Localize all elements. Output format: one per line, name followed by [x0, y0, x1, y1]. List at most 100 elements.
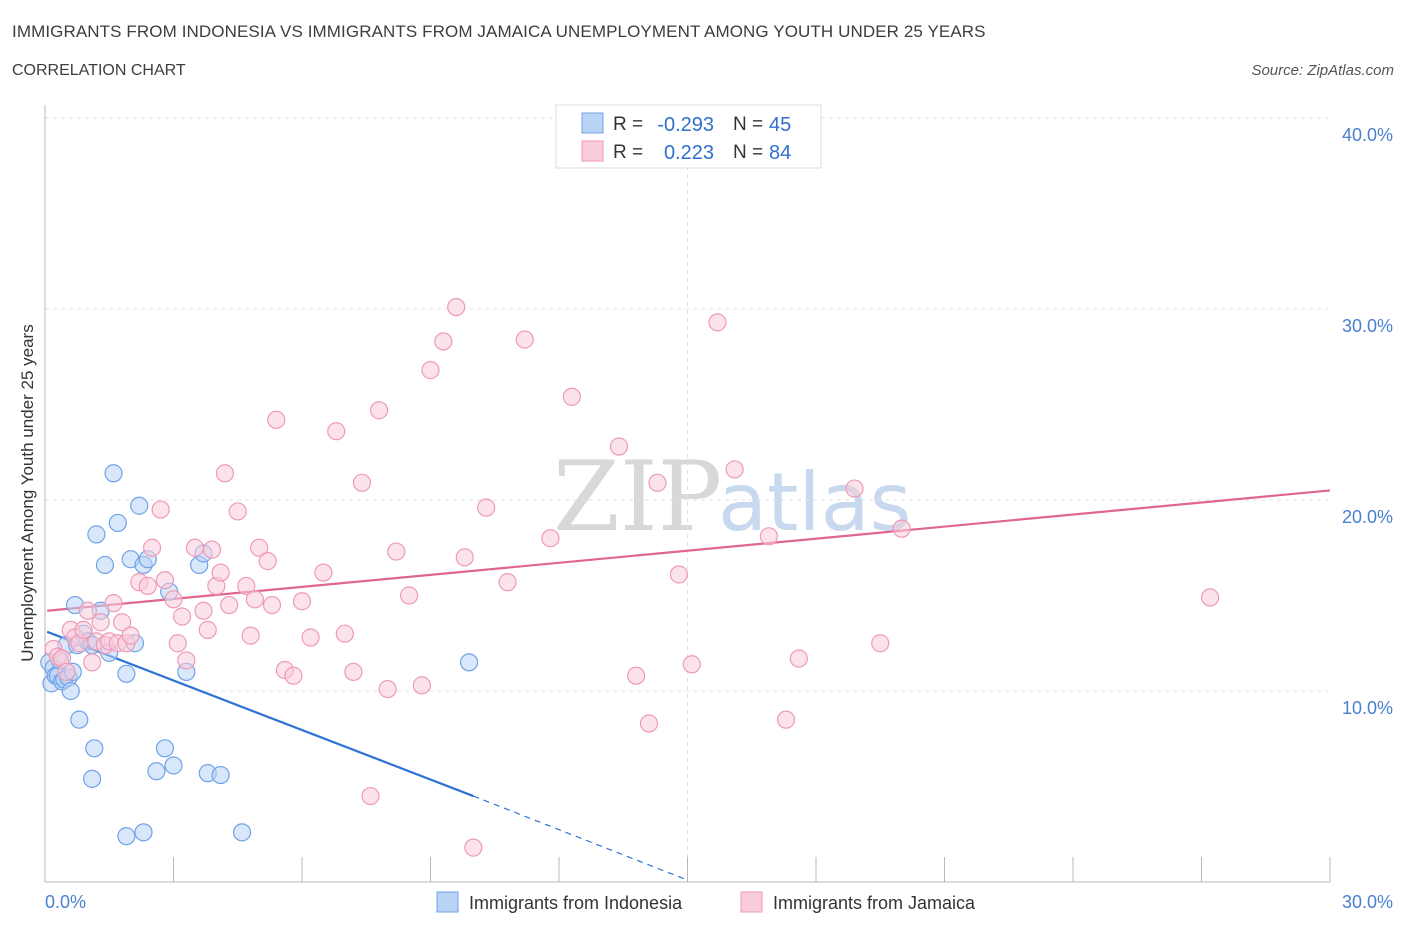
data-point — [168, 634, 187, 653]
data-point — [455, 548, 474, 567]
series-points-jamaica — [44, 297, 1220, 857]
data-point — [292, 592, 312, 611]
data-point — [61, 681, 80, 701]
data-point — [609, 437, 629, 456]
data-point — [515, 330, 534, 349]
legend-label-indonesia: Immigrants from Indonesia — [469, 893, 683, 913]
data-point — [267, 410, 286, 429]
data-point — [70, 710, 89, 729]
data-point — [185, 538, 205, 557]
data-point — [725, 460, 744, 479]
data-point — [314, 563, 333, 582]
data-point — [164, 756, 183, 775]
y-tick-label: 10.0% — [1342, 698, 1393, 718]
data-point — [91, 613, 110, 632]
data-point — [134, 823, 153, 842]
data-point — [541, 529, 560, 548]
data-point — [262, 595, 282, 615]
stats-n-label-indonesia: N = — [733, 114, 763, 135]
data-point — [1200, 588, 1220, 607]
x-tick-label-max: 30.0% — [1342, 892, 1393, 912]
series-points-indonesia — [40, 464, 479, 846]
data-point — [399, 586, 419, 605]
data-point — [172, 607, 192, 626]
data-point — [211, 765, 230, 785]
data-point — [447, 297, 466, 317]
data-point — [378, 679, 397, 699]
gridlines — [45, 117, 1330, 882]
trend-lines — [46, 489, 1331, 881]
data-point — [626, 666, 646, 685]
stats-box: R = -0.293 N = 45 R = 0.223 N = 84 — [555, 104, 822, 169]
data-point — [871, 634, 890, 653]
x-tick-label-min: 0.0% — [45, 892, 86, 912]
axes — [44, 105, 1331, 883]
data-point — [789, 649, 808, 668]
data-point — [352, 473, 372, 492]
data-point — [387, 542, 406, 561]
data-point — [83, 653, 102, 672]
data-point — [198, 620, 217, 639]
trend-line-indonesia — [46, 630, 474, 798]
data-point — [459, 653, 479, 672]
data-point — [112, 613, 132, 632]
data-point — [142, 538, 162, 557]
data-point — [155, 571, 175, 590]
data-point — [228, 502, 247, 521]
data-point — [682, 655, 701, 674]
data-point — [639, 714, 659, 733]
data-point — [284, 666, 303, 685]
stats-n-value-indonesia: 45 — [769, 114, 791, 136]
legend-label-jamaica: Immigrants from Jamaica — [773, 893, 976, 913]
data-point — [164, 590, 183, 609]
data-point — [241, 626, 260, 645]
data-point — [498, 573, 517, 592]
data-point — [708, 313, 727, 332]
data-point — [370, 401, 389, 420]
stats-swatch-jamaica — [581, 140, 604, 162]
data-point — [83, 769, 102, 788]
stats-r-value-jamaica: 0.223 — [664, 142, 714, 164]
legend-swatch-indonesia — [436, 891, 459, 913]
chart-title: IMMIGRANTS FROM INDONESIA VS IMMIGRANTS … — [12, 22, 986, 41]
data-point — [892, 519, 911, 538]
data-point — [361, 786, 380, 806]
data-point — [104, 594, 123, 613]
data-point — [57, 662, 76, 682]
series-legend: Immigrants from Indonesia Immigrants fro… — [436, 891, 976, 913]
data-point — [104, 464, 123, 483]
data-point — [121, 626, 140, 645]
data-point — [78, 601, 97, 620]
data-point — [194, 601, 213, 620]
data-point — [776, 710, 796, 729]
data-point — [421, 361, 440, 380]
data-point — [130, 496, 149, 515]
data-point — [147, 762, 166, 781]
y-tick-label: 30.0% — [1342, 316, 1393, 336]
data-point — [117, 827, 136, 846]
data-point — [301, 628, 320, 647]
data-point — [117, 664, 136, 683]
data-point — [74, 620, 93, 639]
stats-swatch-indonesia — [581, 112, 604, 134]
data-point — [202, 540, 222, 559]
data-point — [108, 513, 127, 533]
y-tick-label: 40.0% — [1342, 125, 1393, 145]
data-point — [250, 538, 269, 557]
data-point — [87, 525, 106, 544]
data-point — [477, 498, 496, 517]
trend-line-jamaica — [47, 489, 1331, 612]
watermark-zip: ZIP — [553, 441, 722, 553]
data-point — [85, 739, 104, 758]
data-point — [464, 838, 483, 857]
stats-r-value-indonesia: -0.293 — [657, 114, 714, 136]
chart-subtitle: CORRELATION CHART — [12, 62, 186, 79]
data-points — [40, 297, 1220, 857]
data-point — [155, 739, 175, 758]
data-point — [232, 823, 252, 842]
stats-r-label-indonesia: R = — [613, 114, 643, 135]
stats-n-label-jamaica: N = — [733, 142, 763, 163]
data-point — [434, 332, 453, 351]
tick-labels: 10.0% 20.0% 30.0% 40.0% 0.0% 30.0% — [45, 125, 1393, 912]
